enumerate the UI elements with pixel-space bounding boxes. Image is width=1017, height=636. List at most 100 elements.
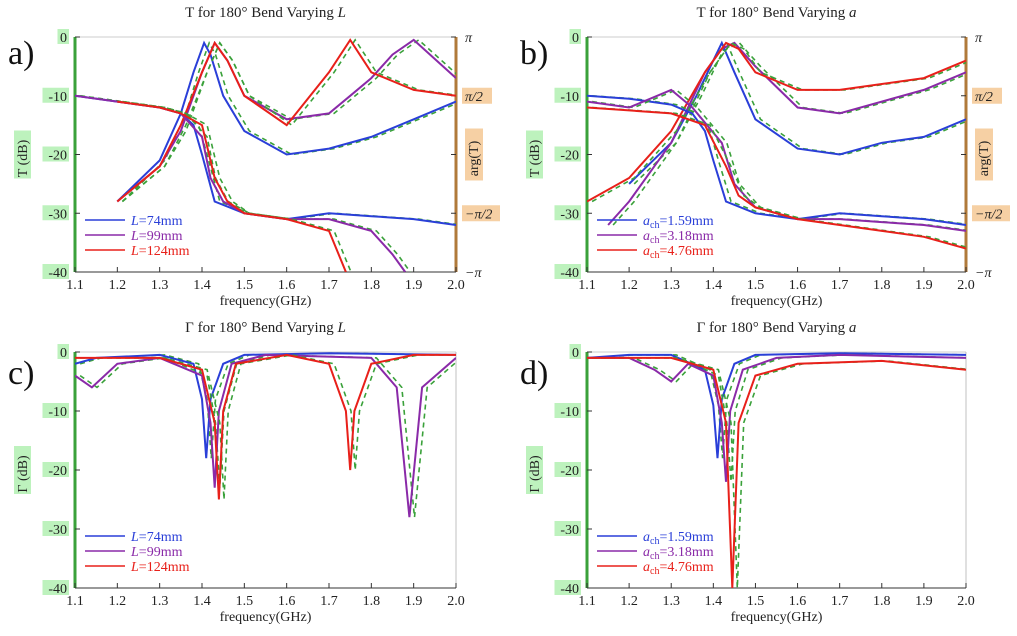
- legend-variable: L: [130, 214, 139, 229]
- series-line: [587, 106, 966, 250]
- y-tick-label: 0: [60, 31, 67, 46]
- x-tick-label: 1.5: [747, 278, 765, 293]
- legend-subscript: ch: [650, 235, 659, 246]
- legend-entry: L=74mm: [130, 530, 183, 545]
- legend-variable: a: [643, 530, 650, 545]
- chart-title-text: Γ for 180° Bend Varying: [185, 320, 337, 336]
- y-tick-highlight: [42, 521, 69, 536]
- legend-entry: ach=1.59mm: [643, 530, 714, 547]
- series-line: [587, 41, 966, 203]
- y-tick-highlight: [554, 87, 581, 103]
- legend-value: =74mm: [139, 214, 183, 229]
- x-tick-label: 1.8: [363, 278, 381, 293]
- y2-tick-label: π: [975, 31, 983, 46]
- x-tick-label: 1.1: [66, 594, 84, 609]
- y-axis-label: Γ (dB): [528, 455, 543, 493]
- series-line: [628, 40, 966, 185]
- y-tick-label: 0: [60, 346, 67, 361]
- x-axis-label: frequency(GHz): [220, 610, 312, 625]
- x-tick-label: 1.2: [620, 594, 638, 609]
- x-tick-label: 1.8: [363, 594, 381, 609]
- simulated-line: [591, 41, 966, 203]
- y2-tick-highlight: [972, 87, 1002, 104]
- series-line: [116, 38, 456, 203]
- y2-label-highlight: [465, 128, 483, 181]
- x-tick-label: 1.7: [831, 594, 849, 609]
- y-tick-label: -30: [48, 207, 67, 222]
- legend-entry: ach=3.18mm: [643, 229, 714, 246]
- y-tick-highlight: [57, 344, 69, 359]
- y-tick-label: -30: [560, 523, 579, 538]
- y-tick-label: -40: [560, 266, 579, 281]
- y-tick-highlight: [554, 205, 581, 221]
- y-tick-highlight: [554, 462, 581, 477]
- plot-area: [75, 38, 456, 272]
- x-tick-label: 1.4: [193, 594, 211, 609]
- y-tick-label: -20: [560, 149, 579, 164]
- x-tick-label: 1.1: [578, 594, 596, 609]
- series-line: [587, 356, 966, 588]
- y-tick-highlight: [42, 462, 69, 477]
- y-tick-highlight: [554, 146, 581, 162]
- legend-entry: L=99mm: [130, 545, 183, 560]
- y-tick-label: -10: [48, 90, 67, 105]
- panel-3: c) Γ for 180° Bend Varying L 1.1 1.2 1.3 1.4 1…: [8, 320, 465, 625]
- y2-tick-highlight: [462, 205, 500, 222]
- y-axis-label: Γ (dB): [16, 455, 31, 493]
- simulated-line: [80, 354, 456, 500]
- x-tick-label: 1.5: [236, 278, 254, 293]
- y2-tick-label: π/2: [975, 90, 993, 105]
- legend-subscript: ch: [650, 566, 659, 577]
- series-line: [587, 352, 966, 459]
- series-line: [116, 40, 456, 203]
- y-tick-highlight: [42, 403, 69, 418]
- x-tick-label: 1.1: [66, 278, 84, 293]
- legend-entry: L=124mm: [130, 560, 190, 575]
- legend-variable: a: [643, 214, 650, 229]
- y-label-highlight: [526, 130, 543, 179]
- simulated-line: [121, 38, 456, 203]
- legend-entry: L=74mm: [130, 214, 183, 229]
- panel-label: a): [8, 35, 34, 72]
- chart-title-variable: L: [337, 5, 346, 21]
- x-axis-label: frequency(GHz): [731, 294, 823, 309]
- legend-variable: L: [130, 229, 139, 244]
- x-tick-label: 1.7: [320, 278, 338, 293]
- legend-subscript: ch: [650, 220, 659, 231]
- legend-variable: a: [643, 244, 650, 259]
- series-line: [587, 94, 966, 226]
- series-line: [75, 94, 456, 226]
- legend-value: =124mm: [139, 560, 190, 575]
- x-tick-label: 1.3: [662, 594, 680, 609]
- y2-tick-label: −π/2: [465, 207, 492, 222]
- x-tick-label: 1.3: [662, 278, 680, 293]
- simulated-line: [121, 40, 456, 203]
- x-axis-label: frequency(GHz): [731, 610, 823, 625]
- legend-value: =4.76mm: [659, 244, 713, 259]
- simulated-line: [592, 352, 966, 459]
- legend-entry: ach=3.18mm: [643, 545, 714, 562]
- chart-title: T for 180° Bend Varying L: [185, 5, 346, 21]
- legend-value: =3.18mm: [659, 229, 713, 244]
- simulated-line: [79, 354, 456, 518]
- y-label-highlight: [14, 130, 31, 179]
- y2-tick-highlight: [972, 205, 1010, 222]
- legend-entry: L=99mm: [130, 229, 183, 244]
- y-axis-label: T (dB): [528, 139, 543, 177]
- x-tick-label: 1.2: [109, 594, 127, 609]
- y-tick-label: -20: [48, 149, 67, 164]
- y-tick-highlight: [554, 403, 581, 418]
- x-tick-label: 2.0: [447, 278, 465, 293]
- y2-tick-label: −π: [465, 266, 482, 281]
- x-tick-label: 1.4: [705, 278, 723, 293]
- y-tick-highlight: [57, 29, 69, 44]
- chart-title: T for 180° Bend Varying a: [696, 5, 856, 21]
- series-line: [116, 38, 456, 203]
- y-tick-highlight: [569, 344, 581, 359]
- y2-label-highlight: [975, 128, 993, 181]
- y-tick-label: -30: [560, 207, 579, 222]
- x-tick-label: 2.0: [957, 278, 975, 293]
- chart-title: Γ for 180° Bend Varying a: [697, 320, 857, 336]
- y-tick-label: -40: [560, 582, 579, 597]
- chart-title-text: T for 180° Bend Varying: [696, 5, 849, 21]
